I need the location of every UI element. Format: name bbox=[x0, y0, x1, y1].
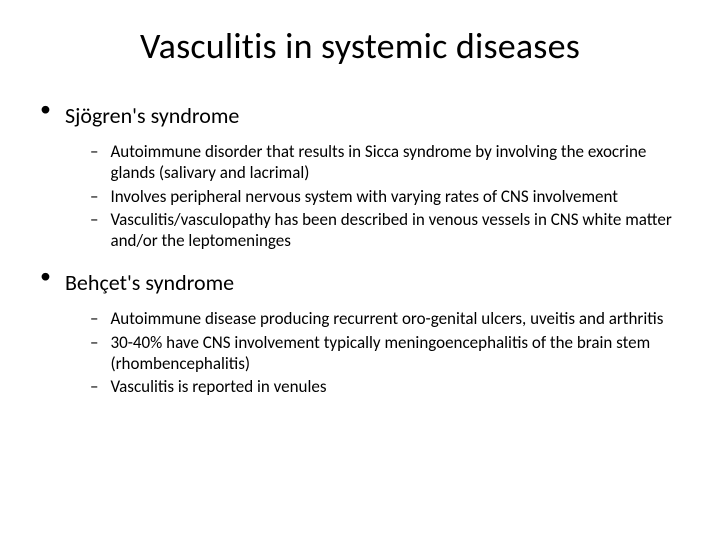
section-heading-row: • Sjögren's syndrome bbox=[40, 96, 680, 137]
subitem-list: – Autoimmune disorder that results in Si… bbox=[90, 141, 680, 251]
list-item-text: 30-40% have CNS involvement typically me… bbox=[110, 332, 680, 375]
dash-icon: – bbox=[90, 186, 98, 207]
section-heading: Behçet's syndrome bbox=[65, 269, 234, 296]
list-item-text: Vasculitis/vasculopathy has been describ… bbox=[110, 209, 680, 252]
list-item: – Vasculitis/vasculopathy has been descr… bbox=[90, 209, 680, 252]
section-heading: Sjögren's syndrome bbox=[65, 102, 239, 129]
dash-icon: – bbox=[90, 376, 98, 397]
list-item: – Vasculitis is reported in venules bbox=[90, 376, 680, 397]
list-item-text: Autoimmune disease producing recurrent o… bbox=[110, 308, 680, 329]
dash-icon: – bbox=[90, 308, 98, 329]
list-item: – 30-40% have CNS involvement typically … bbox=[90, 332, 680, 375]
list-item-text: Vasculitis is reported in venules bbox=[110, 376, 680, 397]
bullet-l1-icon: • bbox=[40, 263, 51, 289]
list-item: – Autoimmune disorder that results in Si… bbox=[90, 141, 680, 184]
list-item: – Autoimmune disease producing recurrent… bbox=[90, 308, 680, 329]
subitem-list: – Autoimmune disease producing recurrent… bbox=[90, 308, 680, 397]
list-item-text: Involves peripheral nervous system with … bbox=[110, 186, 680, 207]
list-item: – Involves peripheral nervous system wit… bbox=[90, 186, 680, 207]
slide-title: Vasculitis in systemic diseases bbox=[40, 24, 680, 68]
section-heading-row: • Behçet's syndrome bbox=[40, 263, 680, 304]
bullet-l1-icon: • bbox=[40, 96, 51, 122]
dash-icon: – bbox=[90, 141, 98, 162]
list-item-text: Autoimmune disorder that results in Sicc… bbox=[110, 141, 680, 184]
dash-icon: – bbox=[90, 332, 98, 353]
dash-icon: – bbox=[90, 209, 98, 230]
